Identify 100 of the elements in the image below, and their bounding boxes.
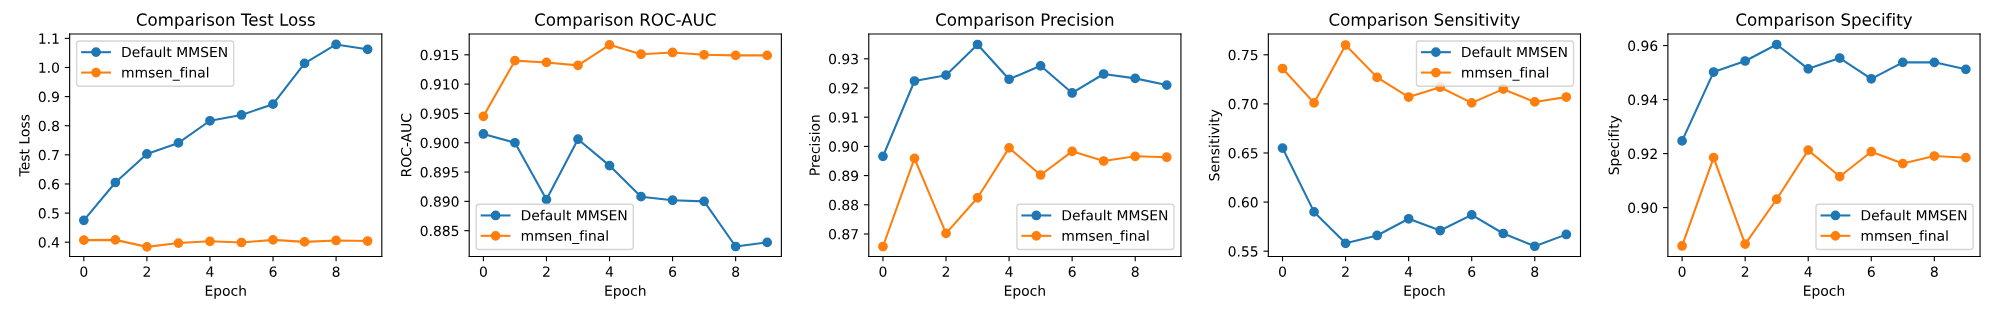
- point: [1372, 72, 1382, 83]
- x-axis-title: Epoch: [1004, 285, 1045, 299]
- point: [510, 137, 520, 148]
- point: [1340, 40, 1351, 50]
- y-tick-label: 0.89: [829, 170, 859, 182]
- point: [604, 160, 615, 171]
- x-tick-label: 4: [1404, 266, 1413, 277]
- chart-title: Comparison ROC-AUC: [535, 12, 716, 30]
- y-tick-label: 0.910: [420, 79, 459, 90]
- point: [173, 138, 184, 148]
- x-tick-label: 4: [206, 266, 214, 277]
- y-tick-label: 0.4: [38, 237, 60, 248]
- y-tick-label: 0.75: [1228, 49, 1258, 61]
- legend-label: Default MMSEN: [122, 46, 227, 58]
- point: [478, 129, 489, 139]
- point: [1161, 80, 1172, 90]
- x-tick-label: 0: [1678, 266, 1686, 277]
- point: [142, 241, 152, 252]
- x-tick-label: 4: [605, 266, 614, 277]
- point: [1677, 136, 1687, 146]
- point: [1067, 88, 1078, 98]
- x-tick-label: 8: [332, 266, 340, 277]
- point: [1035, 170, 1046, 180]
- point: [1498, 228, 1509, 239]
- y-axis-title: Sensitivity: [1208, 109, 1223, 181]
- point: [1708, 152, 1719, 163]
- point: [1529, 241, 1540, 252]
- point: [878, 151, 888, 162]
- legend-label: mmsen_final: [1861, 230, 1948, 244]
- point: [78, 235, 89, 246]
- point: [331, 235, 341, 246]
- point: [1897, 57, 1908, 68]
- x-tick-label: 0: [479, 266, 487, 277]
- chart-title: Comparison Precision: [936, 12, 1114, 30]
- y-tick-label: 0.96: [1628, 40, 1658, 52]
- point: [1277, 63, 1288, 74]
- x-tick-label: 6: [1867, 266, 1875, 277]
- point: [1960, 152, 1971, 163]
- y-tick-label: 0.905: [420, 108, 459, 119]
- point: [362, 236, 373, 246]
- y-tick-label: 0.8: [38, 120, 59, 132]
- point: [762, 237, 773, 248]
- y-tick-label: 0.91: [829, 112, 858, 123]
- chart-title: Comparison Test Loss: [136, 12, 315, 30]
- point: [110, 235, 121, 245]
- point: [667, 47, 678, 58]
- point: [1161, 152, 1172, 163]
- y-tick-label: 0.87: [829, 228, 858, 240]
- x-tick-label: 6: [1068, 266, 1076, 277]
- chart-title: Comparison Sensitivity: [1329, 12, 1520, 30]
- point: [362, 44, 373, 55]
- point: [1067, 146, 1078, 157]
- y-axis-title: Specifity: [1608, 115, 1622, 175]
- y-tick-label: 0.890: [420, 196, 459, 207]
- point: [1803, 145, 1814, 155]
- point: [1740, 239, 1751, 249]
- legend-label: mmsen_final: [1062, 230, 1149, 244]
- point: [142, 149, 152, 159]
- legend-label: mmsen_final: [122, 66, 209, 81]
- point: [1866, 146, 1877, 157]
- point: [1466, 98, 1477, 108]
- point: [110, 177, 121, 188]
- x-tick-label: 8: [732, 266, 740, 277]
- point: [1897, 158, 1908, 169]
- point: [1740, 56, 1751, 66]
- x-tick-label: 8: [1531, 266, 1539, 277]
- point: [299, 58, 310, 69]
- point: [510, 55, 520, 66]
- point: [730, 241, 741, 252]
- point: [1372, 230, 1382, 241]
- y-tick-label: 0.900: [420, 137, 459, 149]
- point: [478, 111, 489, 122]
- point: [1403, 92, 1414, 102]
- point: [1277, 143, 1288, 153]
- point: [1035, 60, 1046, 71]
- legend-label: mmsen_final: [521, 230, 608, 244]
- point: [1529, 97, 1540, 107]
- point: [604, 39, 615, 50]
- point: [1834, 171, 1845, 182]
- y-tick-label: 0.70: [1228, 98, 1258, 110]
- point: [1771, 39, 1782, 50]
- point: [1130, 151, 1141, 162]
- point: [205, 236, 215, 247]
- point: [1309, 207, 1319, 217]
- point: [909, 153, 920, 164]
- point: [1929, 151, 1940, 161]
- point: [78, 215, 89, 226]
- point: [1561, 92, 1572, 102]
- y-tick-label: 1.1: [39, 33, 59, 44]
- x-tick-label: 6: [269, 266, 277, 277]
- point: [941, 228, 951, 239]
- point: [636, 49, 646, 60]
- x-tick-label: 6: [1468, 266, 1476, 277]
- y-tick-label: 0.915: [420, 49, 459, 61]
- x-tick-label: 2: [1741, 266, 1749, 277]
- point: [331, 39, 341, 50]
- x-tick-label: 4: [1804, 266, 1812, 277]
- x-axis-title: Epoch: [605, 285, 646, 299]
- point: [1098, 69, 1109, 79]
- point: [941, 70, 951, 81]
